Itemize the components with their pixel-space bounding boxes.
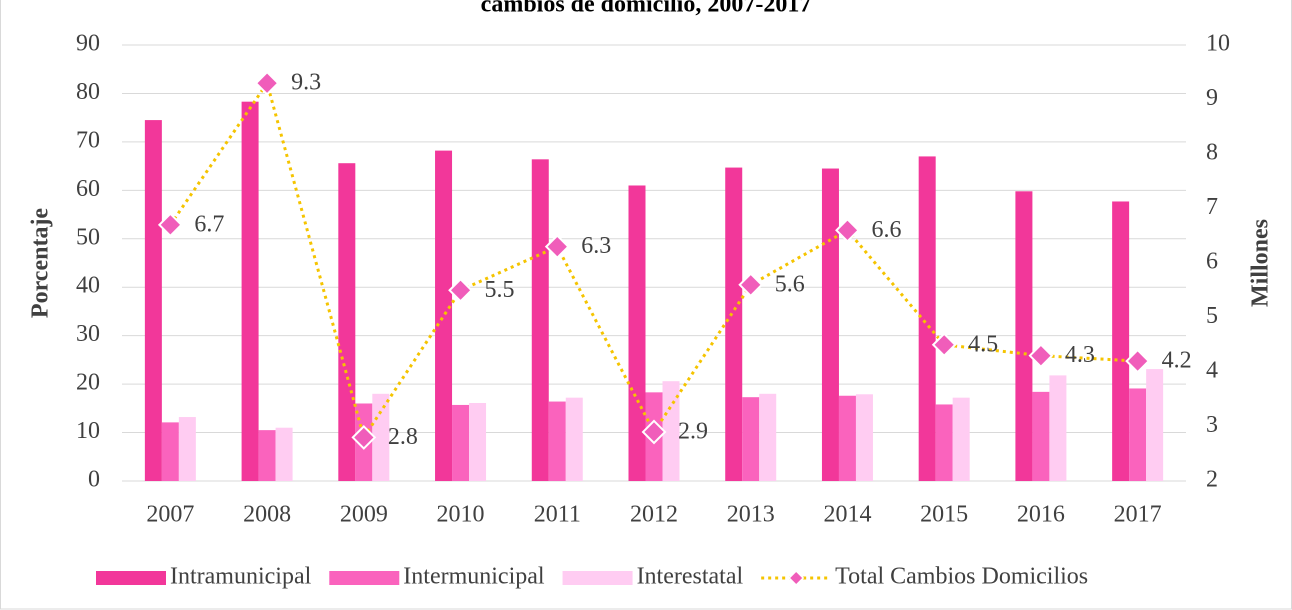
- data-label: 4.5: [968, 331, 998, 357]
- y2-tick-label: 3: [1206, 412, 1218, 438]
- data-label: 2.8: [388, 424, 418, 450]
- y-tick-label: 70: [76, 127, 100, 153]
- y-tick-label: 0: [88, 467, 100, 493]
- data-label: 6.3: [581, 233, 611, 259]
- y-tick-label: 50: [76, 224, 100, 250]
- bar: [531, 159, 549, 481]
- x-tick-label: 2010: [437, 502, 485, 528]
- bar: [1032, 391, 1050, 481]
- x-tick-label: 2013: [727, 502, 775, 528]
- data-label: 4.2: [1162, 348, 1192, 374]
- x-tick-label: 2012: [630, 502, 678, 528]
- y-tick-label: 90: [76, 31, 100, 57]
- legend-swatch: [562, 571, 633, 585]
- bar: [628, 185, 646, 481]
- bar: [855, 394, 873, 481]
- marker: [351, 424, 377, 450]
- data-label: 5.5: [485, 277, 515, 303]
- legend-label: Total Cambios Domicilios: [835, 564, 1088, 590]
- bar: [275, 427, 293, 481]
- bar: [435, 150, 453, 481]
- legend-label: Interestatal: [637, 564, 744, 590]
- data-label: 5.6: [775, 271, 805, 297]
- bar: [1146, 369, 1164, 481]
- marker: [1028, 343, 1054, 369]
- y-tick-label: 10: [76, 418, 100, 444]
- bar: [662, 381, 680, 481]
- y-tick-label: 80: [76, 79, 100, 105]
- y-tick-label: 40: [76, 273, 100, 299]
- marker: [544, 234, 570, 260]
- data-label: 6.6: [871, 217, 901, 243]
- marker: [157, 212, 183, 238]
- bar: [452, 404, 470, 481]
- bar: [548, 401, 566, 481]
- bar: [821, 168, 839, 482]
- chart-title: cambios de domicilio, 2007-2017: [481, 0, 812, 18]
- bar: [1015, 191, 1033, 481]
- bar: [372, 393, 390, 481]
- y2-tick-label: 9: [1206, 85, 1218, 111]
- bar: [338, 163, 356, 481]
- y2-tick-label: 7: [1206, 194, 1218, 220]
- y-axis-label: Porcentaje: [28, 208, 54, 319]
- bar: [759, 393, 777, 481]
- bar: [725, 167, 743, 481]
- legend-marker: [788, 569, 805, 587]
- x-tick-label: 2007: [146, 502, 194, 528]
- y2-tick-label: 10: [1206, 31, 1230, 57]
- bar: [1129, 388, 1147, 481]
- x-tick-label: 2008: [243, 502, 291, 528]
- x-tick-label: 2014: [823, 502, 871, 528]
- bar: [838, 395, 856, 481]
- data-label: 4.3: [1065, 342, 1095, 368]
- bar: [178, 417, 196, 481]
- marker: [835, 217, 860, 243]
- bar: [241, 101, 259, 482]
- bar: [952, 397, 970, 481]
- marker: [738, 272, 764, 298]
- y2-tick-label: 2: [1206, 467, 1218, 493]
- bar: [161, 422, 179, 481]
- bar: [469, 403, 487, 481]
- y-tick-label: 60: [76, 176, 100, 202]
- marker: [254, 70, 280, 96]
- bar: [565, 397, 583, 481]
- y2-tick-label: 6: [1206, 249, 1218, 275]
- marker: [931, 332, 957, 358]
- bar: [935, 404, 953, 481]
- legend-swatch: [96, 571, 166, 585]
- x-tick-label: 2015: [920, 502, 968, 528]
- bar: [258, 430, 276, 481]
- bar: [742, 397, 760, 481]
- marker: [1125, 348, 1151, 374]
- y2-tick-label: 8: [1206, 140, 1218, 166]
- y-tick-label: 30: [76, 321, 100, 347]
- data-label: 9.3: [291, 70, 321, 96]
- y-tick-label: 20: [76, 370, 100, 396]
- bar: [1112, 201, 1130, 481]
- marker: [448, 277, 473, 303]
- y2-tick-label: 5: [1206, 303, 1218, 329]
- y2-tick-label: 4: [1206, 358, 1218, 384]
- data-label: 6.7: [194, 211, 224, 237]
- x-tick-label: 2011: [534, 502, 581, 528]
- x-tick-label: 2017: [1114, 502, 1162, 528]
- bar: [1049, 375, 1067, 481]
- x-tick-label: 2009: [340, 502, 388, 528]
- legend-label: Intermunicipal: [403, 564, 545, 590]
- bar: [144, 120, 162, 481]
- marker: [641, 419, 667, 445]
- data-label: 2.9: [678, 418, 708, 444]
- legend-label: Intramunicipal: [170, 564, 312, 590]
- legend-swatch: [329, 571, 400, 585]
- legend: Intramunicipal Intermunicipal Interestatal…: [96, 564, 1088, 590]
- y2-axis-label: Millones: [1248, 219, 1274, 307]
- bar: [918, 156, 936, 481]
- x-tick-label: 2016: [1017, 502, 1065, 528]
